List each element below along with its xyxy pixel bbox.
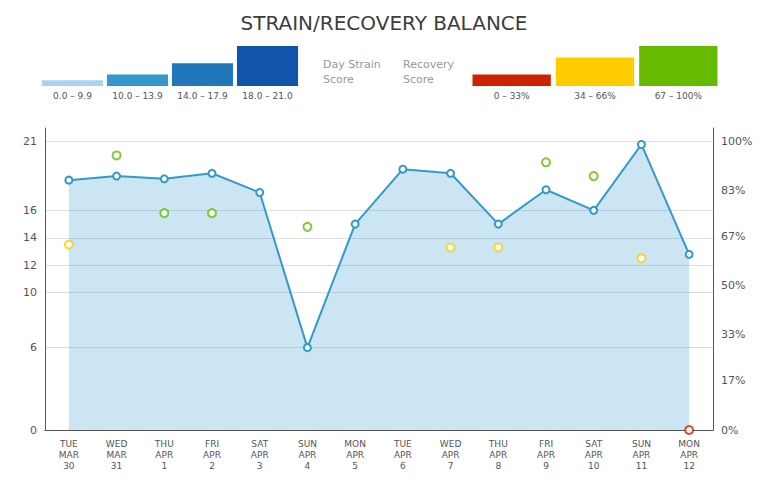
svg-text:6: 6 [30, 341, 37, 354]
svg-text:9: 9 [543, 461, 549, 471]
svg-text:16: 16 [23, 204, 37, 217]
svg-text:14: 14 [23, 231, 37, 244]
svg-text:3: 3 [257, 461, 263, 471]
svg-text:30: 30 [63, 461, 75, 471]
svg-text:APR: APR [394, 450, 412, 460]
svg-text:MON: MON [344, 439, 366, 449]
svg-text:APR: APR [203, 450, 221, 460]
svg-text:SUN: SUN [298, 439, 317, 449]
svg-text:SAT: SAT [585, 439, 602, 449]
svg-text:Score: Score [403, 73, 434, 86]
svg-text:WED: WED [440, 439, 462, 449]
svg-text:APR: APR [489, 450, 507, 460]
svg-text:50%: 50% [721, 279, 745, 292]
svg-text:MON: MON [678, 439, 700, 449]
svg-text:APR: APR [442, 450, 460, 460]
svg-text:67 – 100%: 67 – 100% [655, 91, 703, 101]
svg-text:0 – 33%: 0 – 33% [494, 91, 530, 101]
svg-text:STRAIN/RECOVERY BALANCE: STRAIN/RECOVERY BALANCE [241, 11, 528, 35]
svg-text:Day Strain: Day Strain [323, 58, 381, 71]
svg-text:FRI: FRI [205, 439, 219, 449]
svg-text:8: 8 [495, 461, 501, 471]
svg-text:THU: THU [154, 439, 174, 449]
svg-text:34 – 66%: 34 – 66% [574, 91, 616, 101]
svg-text:MAR: MAR [59, 450, 79, 460]
svg-text:21: 21 [23, 135, 37, 148]
svg-text:APR: APR [155, 450, 173, 460]
svg-text:APR: APR [299, 450, 317, 460]
svg-text:12: 12 [23, 259, 37, 272]
svg-text:4: 4 [305, 461, 311, 471]
svg-text:APR: APR [537, 450, 555, 460]
svg-text:APR: APR [585, 450, 603, 460]
svg-text:10.0 – 13.9: 10.0 – 13.9 [112, 91, 163, 101]
svg-text:31: 31 [111, 461, 122, 471]
svg-text:10: 10 [588, 461, 600, 471]
svg-text:APR: APR [251, 450, 269, 460]
svg-text:14.0 – 17.9: 14.0 – 17.9 [177, 91, 228, 101]
svg-text:FRI: FRI [539, 439, 553, 449]
svg-text:2: 2 [209, 461, 215, 471]
svg-text:MAR: MAR [106, 450, 126, 460]
svg-text:0%: 0% [721, 424, 738, 437]
svg-text:67%: 67% [721, 230, 745, 243]
svg-text:1: 1 [161, 461, 167, 471]
svg-text:SUN: SUN [632, 439, 651, 449]
svg-text:Recovery: Recovery [403, 58, 454, 71]
svg-text:0: 0 [30, 424, 37, 437]
svg-text:5: 5 [352, 461, 358, 471]
svg-text:83%: 83% [721, 184, 745, 197]
svg-text:SAT: SAT [251, 439, 268, 449]
svg-text:TUE: TUE [59, 439, 78, 449]
svg-text:33%: 33% [721, 328, 745, 341]
svg-text:APR: APR [633, 450, 651, 460]
svg-text:11: 11 [636, 461, 647, 471]
svg-text:0.0 – 9.9: 0.0 – 9.9 [53, 91, 92, 101]
svg-text:6: 6 [400, 461, 406, 471]
svg-text:TUE: TUE [393, 439, 412, 449]
svg-text:17%: 17% [721, 374, 745, 387]
svg-text:Score: Score [323, 73, 354, 86]
svg-text:10: 10 [23, 286, 37, 299]
svg-text:7: 7 [448, 461, 454, 471]
svg-text:APR: APR [346, 450, 364, 460]
svg-text:APR: APR [680, 450, 698, 460]
svg-text:18.0 – 21.0: 18.0 – 21.0 [242, 91, 293, 101]
svg-text:12: 12 [683, 461, 694, 471]
svg-text:THU: THU [488, 439, 508, 449]
svg-text:100%: 100% [721, 135, 752, 148]
svg-text:WED: WED [106, 439, 128, 449]
